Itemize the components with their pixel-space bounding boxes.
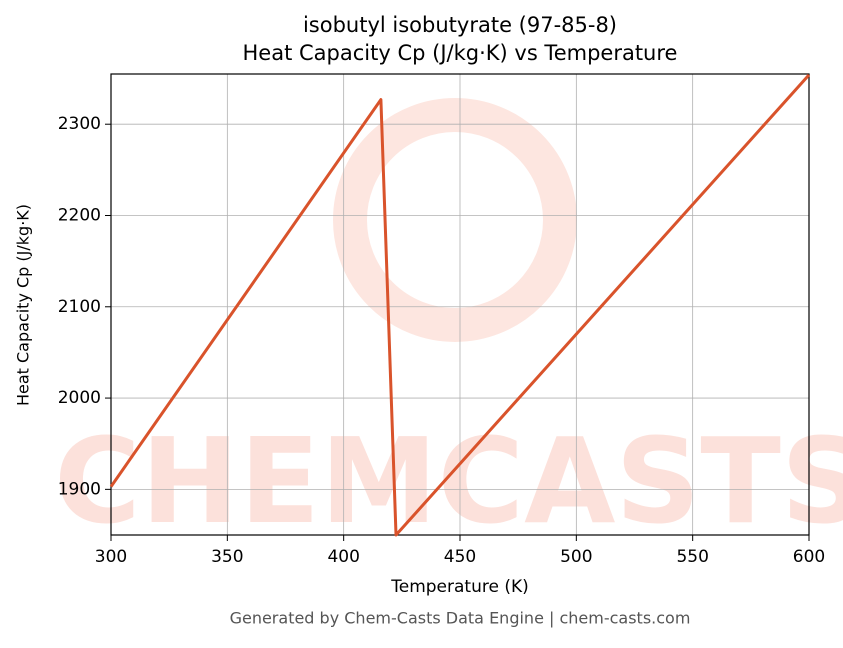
y-tick-label: 2300 (58, 114, 101, 134)
x-tick-label: 300 (95, 547, 127, 567)
y-tick-label: 2200 (58, 205, 101, 225)
x-tick-label: 500 (560, 547, 592, 567)
chart-title: isobutyl isobutyrate (97-85-8) (303, 13, 617, 37)
y-tick-label: 2000 (58, 388, 101, 408)
y-tick-label: 2100 (58, 297, 101, 317)
x-tick-label: 550 (676, 547, 708, 567)
x-tick-label: 350 (211, 547, 243, 567)
plot-frame (110, 73, 810, 536)
y-axis-label: Heat Capacity Cp (J/kg·K) (14, 204, 33, 406)
chart-subtitle: Heat Capacity Cp (J/kg·K) vs Temperature (243, 41, 678, 65)
y-tick-label: 1900 (58, 479, 101, 499)
x-tick-label: 600 (793, 547, 825, 567)
watermark-logo (333, 98, 577, 342)
x-tick-label: 450 (444, 547, 476, 567)
footer: Generated by Chem-Casts Data Engine | ch… (230, 609, 691, 628)
line (109, 73, 811, 537)
watermark: CHEMCASTS (54, 412, 843, 550)
x-tick-label: 400 (327, 547, 359, 567)
x-axis-label: Temperature (K) (390, 577, 529, 597)
